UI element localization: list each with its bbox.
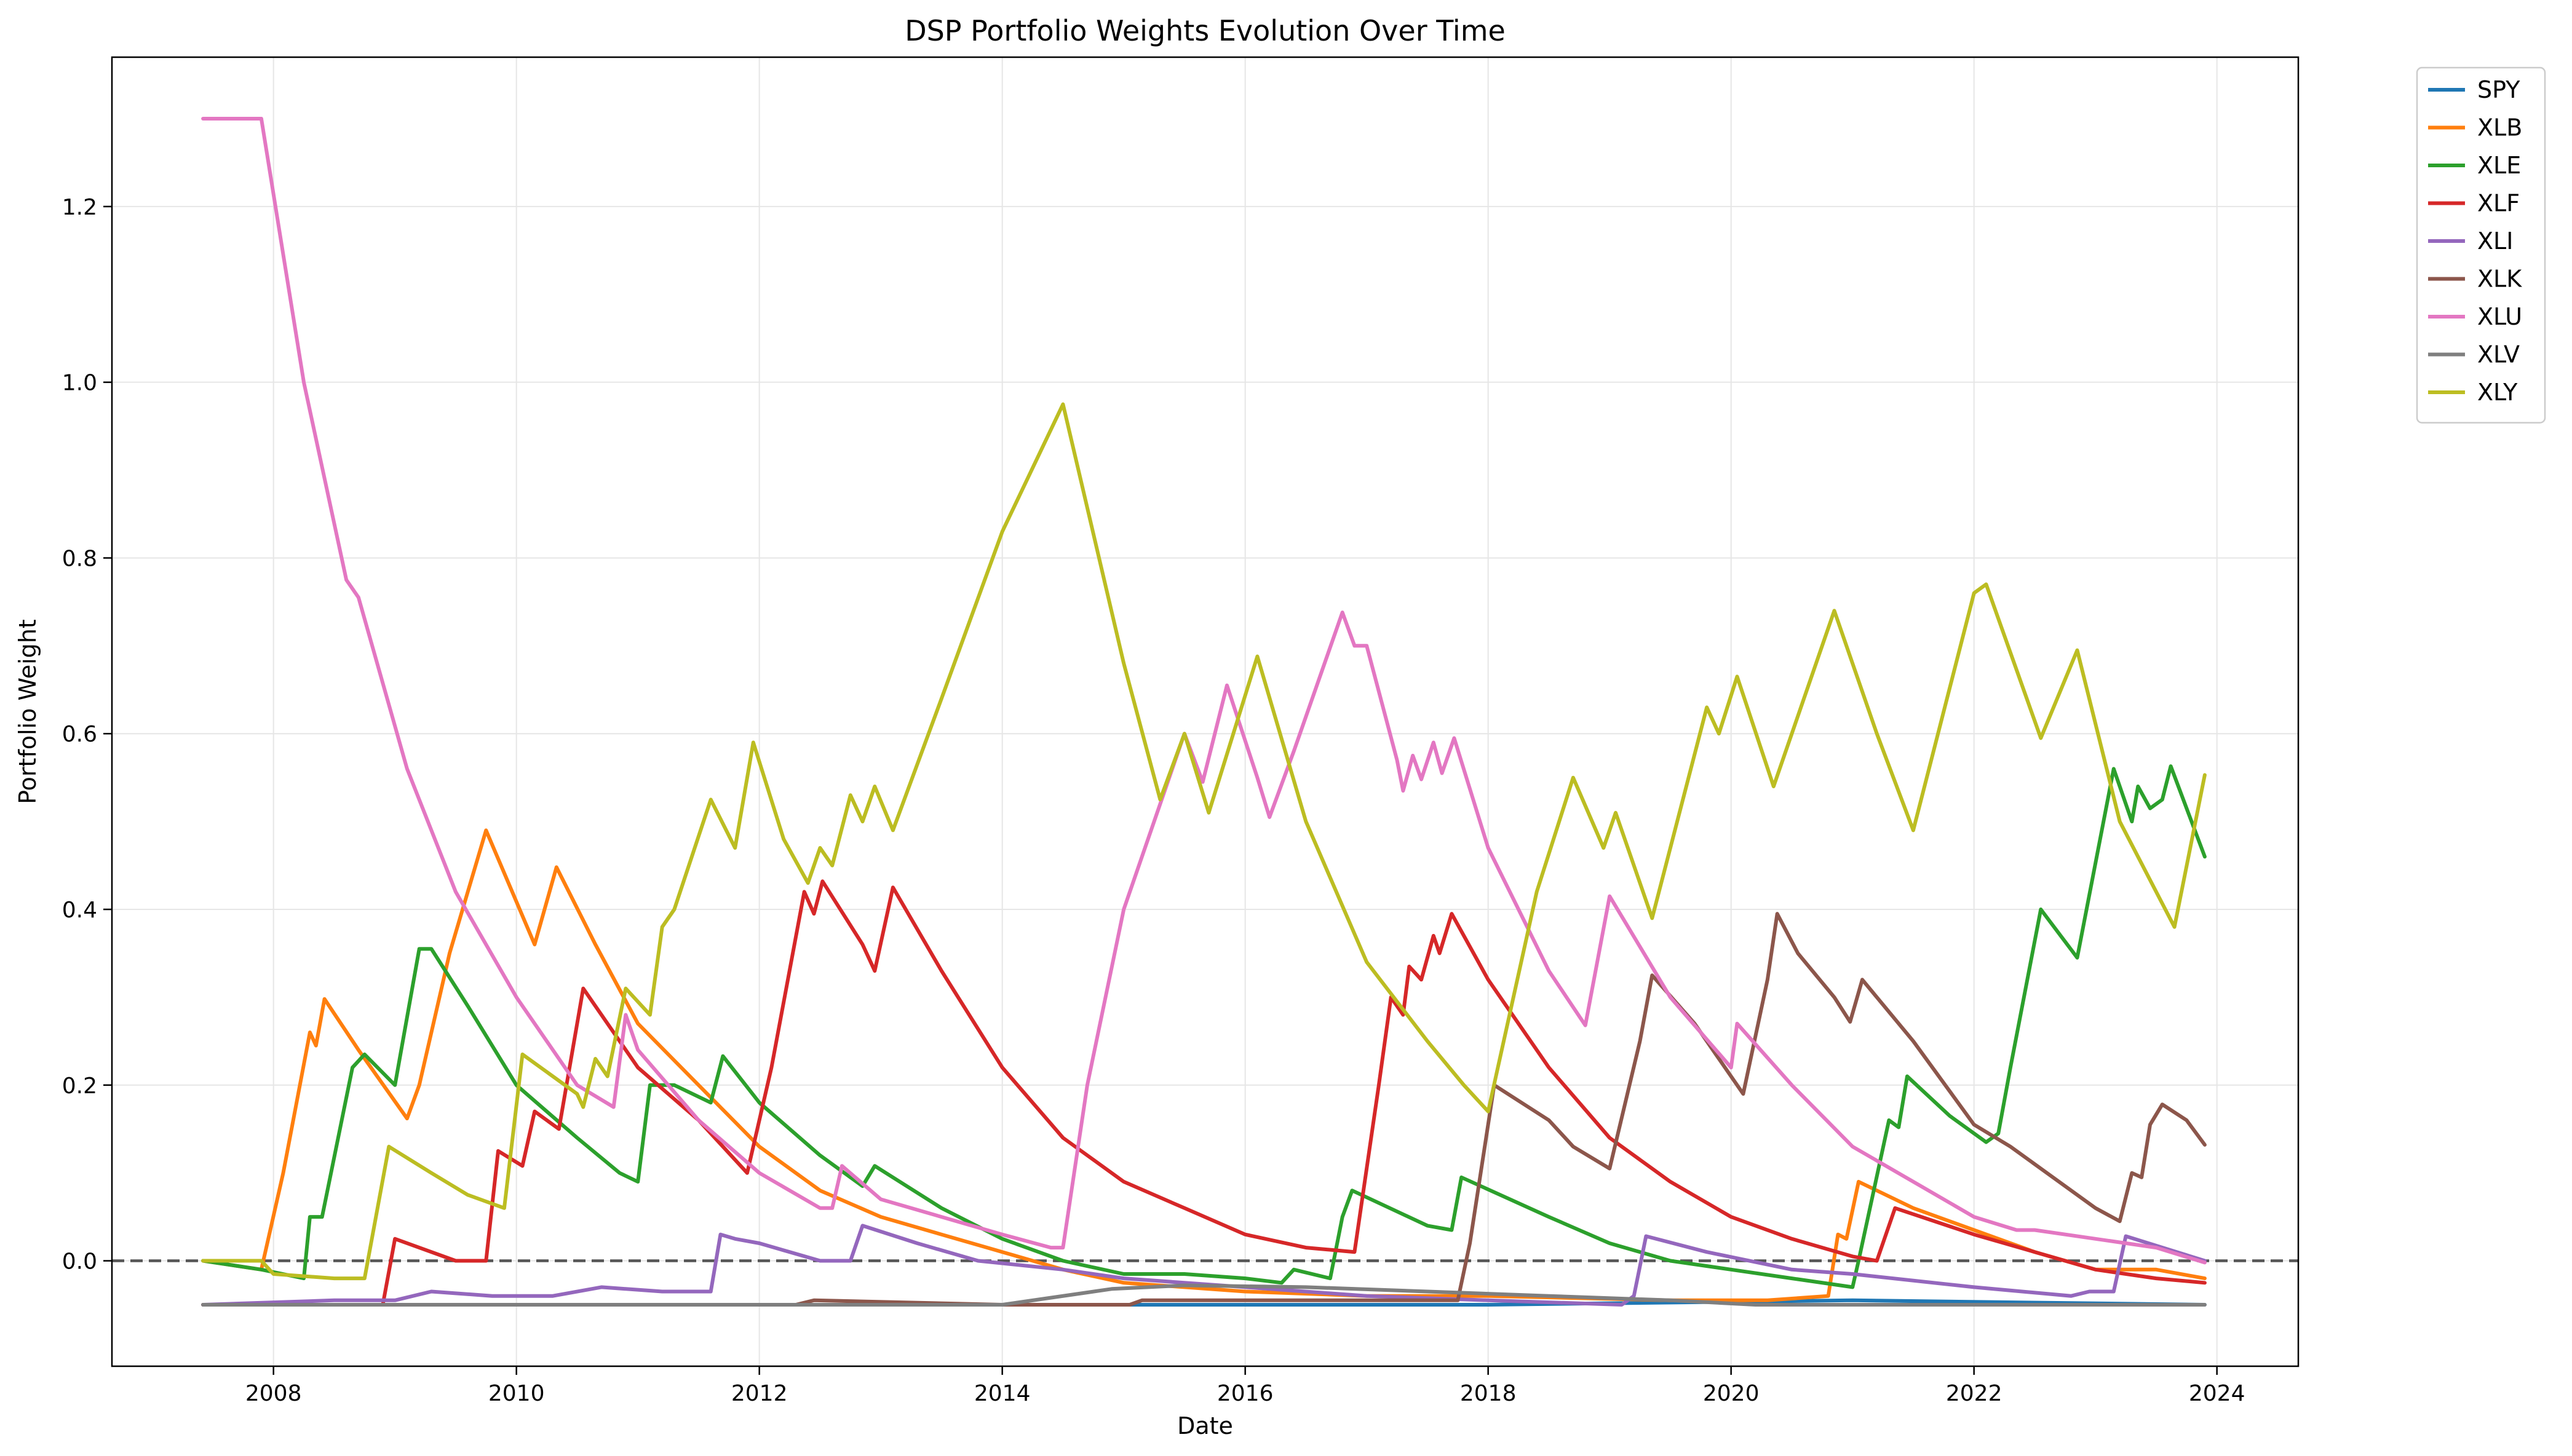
axis-ticks: 2008 2010 2012 2014 2016 2018 2020 2022 2024 0.0 0… xyxy=(62,195,2245,1406)
y-tick-label: 1.2 xyxy=(62,195,97,220)
x-tick-label: 2020 xyxy=(1703,1381,1760,1406)
x-tick-label: 2008 xyxy=(245,1381,302,1406)
legend-label-xlu: XLU xyxy=(2477,303,2522,330)
legend-label-spy: SPY xyxy=(2477,76,2520,103)
x-tick-label: 2024 xyxy=(2189,1381,2245,1406)
legend-label-xly: XLY xyxy=(2477,379,2518,406)
y-tick-label: 1.0 xyxy=(62,371,97,396)
series-lines xyxy=(201,117,2207,1307)
series-line-xlu xyxy=(201,117,2207,1265)
y-tick-label: 0.2 xyxy=(62,1074,97,1099)
series-line-xly xyxy=(201,402,2207,1281)
x-tick-label: 2014 xyxy=(974,1381,1031,1406)
y-tick-label: 0.0 xyxy=(62,1249,97,1275)
series-line-xle xyxy=(201,764,2207,1289)
x-axis-title: Date xyxy=(1177,1412,1233,1439)
chart-title: DSP Portfolio Weights Evolution Over Tim… xyxy=(905,14,1506,47)
legend-box xyxy=(2416,66,2546,424)
x-tick-label: 2012 xyxy=(731,1381,788,1406)
series-line-xli xyxy=(201,1224,2207,1307)
x-tick-label: 2018 xyxy=(1460,1381,1517,1406)
legend-label-xli: XLI xyxy=(2477,228,2513,255)
legend-label-xlb: XLB xyxy=(2477,114,2522,141)
y-axis-title: Portfolio Weight xyxy=(14,619,41,804)
legend: SPY XLB XLE XLF XLI XLK XLU XLV XLY xyxy=(2416,66,2546,424)
series-line-xlf xyxy=(201,879,2207,1307)
legend-label-xlv: XLV xyxy=(2477,341,2520,368)
plot-frame xyxy=(111,56,2300,1367)
y-tick-label: 0.8 xyxy=(62,546,97,571)
x-tick-label: 2022 xyxy=(1946,1381,2002,1406)
series-line-xlk xyxy=(201,912,2207,1307)
x-tick-label: 2010 xyxy=(488,1381,545,1406)
series-line-xlb xyxy=(201,828,2207,1302)
x-tick-label: 2016 xyxy=(1217,1381,1274,1406)
legend-label-xlf: XLF xyxy=(2477,190,2520,217)
y-tick-label: 0.4 xyxy=(62,898,97,923)
y-tick-label: 0.6 xyxy=(62,722,97,747)
legend-label-xle: XLE xyxy=(2477,152,2521,179)
series-line-xlv xyxy=(201,1283,2207,1307)
legend-label-xlk: XLK xyxy=(2477,266,2522,293)
grid xyxy=(112,57,2298,1366)
